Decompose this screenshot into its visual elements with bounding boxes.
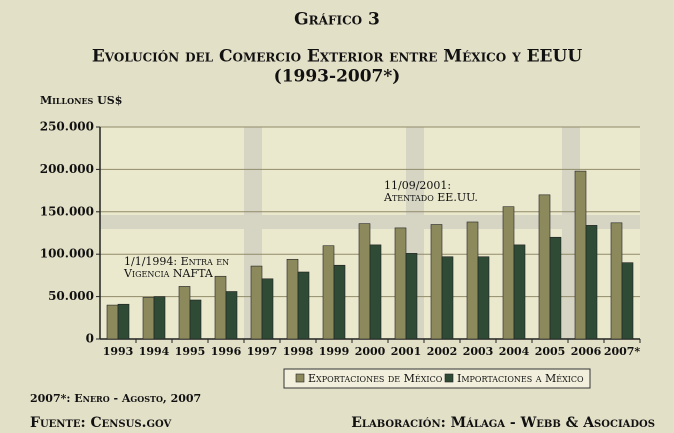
y-tick-label: 250.000	[40, 120, 94, 134]
y-tick-label: 0	[86, 332, 94, 346]
y-tick-label: 50.000	[48, 289, 94, 303]
legend-swatch	[444, 373, 454, 383]
bar	[358, 223, 371, 340]
bar	[142, 297, 155, 340]
bar	[297, 271, 310, 340]
bar	[153, 296, 166, 340]
x-tick-label: 2000	[355, 345, 386, 358]
bar	[106, 304, 119, 340]
bar	[322, 245, 335, 340]
bar	[441, 256, 454, 340]
bar	[538, 194, 551, 340]
bar	[286, 258, 299, 340]
annotation: Atentado EE.UU.	[383, 191, 478, 204]
x-tick-label: 2001	[391, 345, 422, 358]
footnote: 2007*: Enero - Agosto, 2007	[30, 392, 201, 405]
bar	[261, 278, 274, 340]
bar	[574, 170, 587, 340]
x-tick-label: 1995	[175, 345, 206, 358]
credit: Elaboración: Málaga - Webb & Asociados	[351, 415, 655, 431]
legend-label: Exportaciones de México	[308, 372, 443, 385]
annotation: 11/09/2001:	[384, 179, 451, 192]
y-tick-label: 200.000	[40, 162, 94, 176]
x-tick-label: 2007*	[604, 345, 641, 358]
chart-title: Evolución del Comercio Exterior entre Mé…	[92, 47, 582, 67]
x-tick-label: 1999	[319, 345, 350, 358]
bar	[405, 253, 418, 340]
bar	[369, 244, 382, 340]
y-tick-label: 150.000	[40, 204, 94, 218]
bar	[502, 206, 515, 340]
source: Fuente: Census.gov	[30, 415, 172, 431]
bar	[214, 275, 227, 340]
x-tick-label: 1997	[247, 345, 278, 358]
x-tick-label: 2002	[427, 345, 458, 358]
bar	[610, 222, 623, 340]
bar	[394, 227, 407, 340]
x-tick-label: 2005	[535, 345, 566, 358]
bar	[178, 286, 191, 340]
legend-swatch	[295, 373, 305, 383]
chart-title: Gráfico 3	[294, 10, 380, 30]
bar	[333, 264, 346, 340]
annotation: 1/1/1994: Entra en	[124, 255, 229, 268]
y-tick-label: 100.000	[40, 247, 94, 261]
bar	[189, 299, 202, 340]
bar	[585, 225, 598, 340]
x-tick-label: 1998	[283, 345, 314, 358]
bar	[430, 224, 443, 340]
bar	[250, 265, 263, 340]
legend-label: Importaciones a México	[457, 372, 584, 385]
bar	[621, 262, 634, 340]
x-tick-label: 1996	[211, 345, 242, 358]
x-tick-label: 2004	[499, 345, 530, 358]
x-tick-label: 2003	[463, 345, 494, 358]
bar	[466, 221, 479, 340]
bar	[549, 236, 562, 340]
x-tick-label: 1994	[139, 345, 170, 358]
bar	[225, 291, 238, 340]
x-tick-label: 1993	[103, 345, 134, 358]
annotation: Vigencia NAFTA	[123, 267, 214, 280]
bar	[477, 256, 490, 340]
legend	[283, 368, 591, 389]
bar	[117, 303, 130, 340]
y-axis-label: Millones US$	[40, 94, 122, 107]
chart-title: (1993-2007*)	[274, 67, 401, 87]
x-tick-label: 2006	[571, 345, 602, 358]
bar	[513, 244, 526, 340]
